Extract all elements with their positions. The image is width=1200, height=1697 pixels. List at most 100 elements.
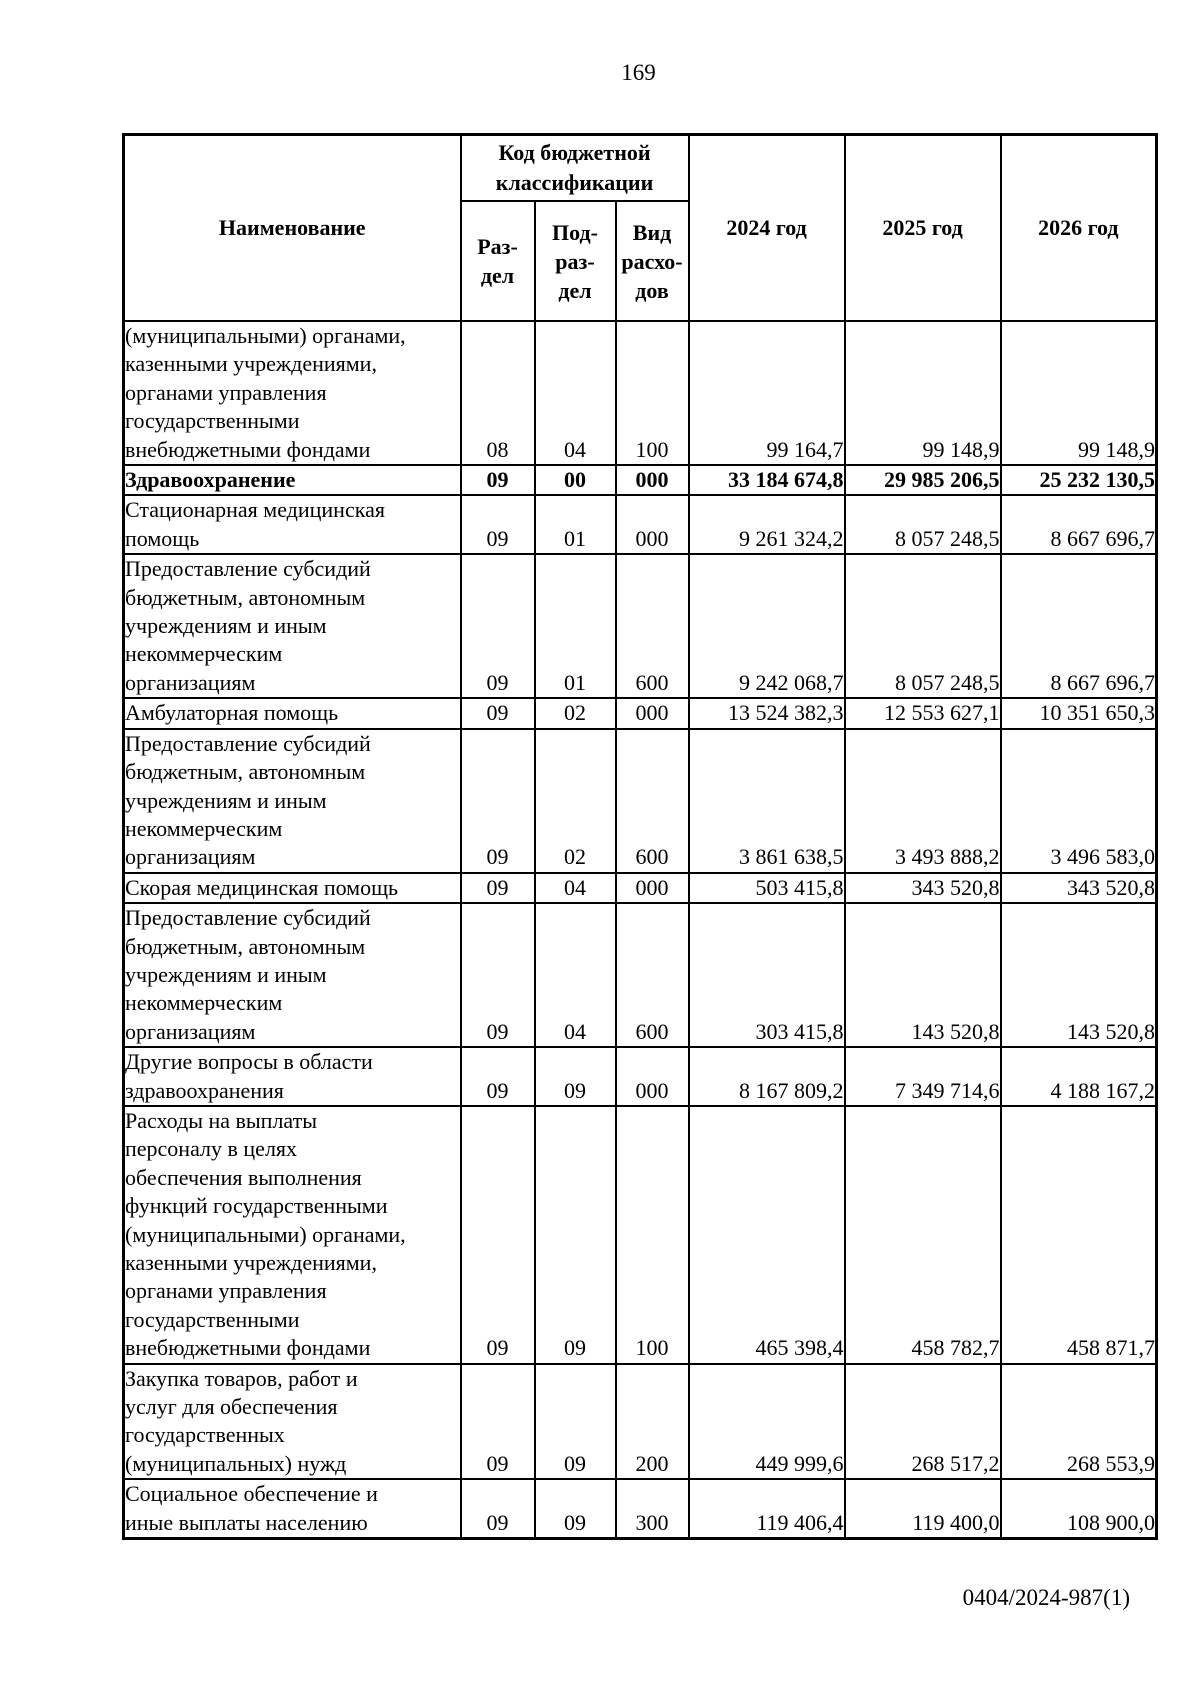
podrazdel-cell: 09 xyxy=(533,1478,617,1540)
budget-table: Наименование Код бюджетной классификации… xyxy=(122,133,1159,1541)
amount-2026-cell: 10 351 650,3 xyxy=(999,697,1158,730)
amount-2026-cell: 343 520,8 xyxy=(999,871,1158,905)
razdel-cell: 08 xyxy=(459,319,536,467)
razdel-cell: 09 xyxy=(459,902,536,1049)
amount-2025-cell: 268 517,2 xyxy=(843,1362,1002,1481)
row-name-cell: Другие вопросы в области здравоохранения xyxy=(122,1046,462,1107)
table-row: Социальное обеспечение и иные выплаты на… xyxy=(122,1478,1158,1540)
table-row: Предоставление субсидий бюджетным, автон… xyxy=(122,727,1158,874)
amount-2025-cell: 29 985 206,5 xyxy=(843,464,1002,497)
table-row: Амбулаторная помощь 09 02 000 13 524 382… xyxy=(122,697,1158,730)
table-header: Наименование Код бюджетной классификации… xyxy=(122,133,1158,322)
vid-cell: 300 xyxy=(614,1478,690,1540)
podrazdel-cell: 00 xyxy=(533,464,617,497)
row-name-cell: Здравоохранение xyxy=(122,464,462,497)
table-row: Стационарная медицинская помощь 09 01 00… xyxy=(122,494,1158,556)
row-name-cell: Амбулаторная помощь xyxy=(122,697,462,730)
amount-2025-cell: 12 553 627,1 xyxy=(843,697,1002,730)
amount-2024-cell: 465 398,4 xyxy=(687,1104,846,1365)
razdel-cell: 09 xyxy=(459,1104,536,1365)
header-year-2024: 2024 год xyxy=(687,133,846,322)
razdel-cell: 09 xyxy=(459,553,536,700)
razdel-cell: 09 xyxy=(459,697,536,730)
table-row: Расходы на выплаты персоналу в целях обе… xyxy=(122,1104,1158,1365)
amount-2025-cell: 458 782,7 xyxy=(843,1104,1002,1365)
vid-cell: 600 xyxy=(614,727,690,874)
razdel-cell: 09 xyxy=(459,464,536,497)
podrazdel-cell: 04 xyxy=(533,319,617,467)
amount-2025-cell: 343 520,8 xyxy=(843,871,1002,905)
header-row-group: Наименование Код бюджетной классификации… xyxy=(122,133,1158,322)
vid-cell: 000 xyxy=(614,494,690,556)
page-number: 169 xyxy=(621,60,656,85)
podrazdel-cell: 02 xyxy=(533,727,617,874)
row-name-cell: Предоставление субсидий бюджетным, автон… xyxy=(122,902,462,1049)
vid-cell: 000 xyxy=(614,1046,690,1107)
vid-cell: 000 xyxy=(614,464,690,497)
amount-2026-cell: 458 871,7 xyxy=(999,1104,1158,1365)
razdel-cell: 09 xyxy=(459,1362,536,1481)
header-year-2026: 2026 год xyxy=(999,133,1158,322)
podrazdel-cell: 04 xyxy=(533,871,617,905)
amount-2024-cell: 449 999,6 xyxy=(687,1362,846,1481)
row-name-cell: Скорая медицинская помощь xyxy=(122,871,462,905)
amount-2026-cell: 99 148,9 xyxy=(999,319,1158,467)
podrazdel-cell: 01 xyxy=(533,553,617,700)
table-row: Предоставление субсидий бюджетным, автон… xyxy=(122,902,1158,1049)
vid-cell: 100 xyxy=(614,319,690,467)
table-row: (муниципальными) органами, казенными учр… xyxy=(122,319,1158,467)
vid-cell: 000 xyxy=(614,871,690,905)
podrazdel-cell: 01 xyxy=(533,494,617,556)
vid-cell: 200 xyxy=(614,1362,690,1481)
amount-2024-cell: 8 167 809,2 xyxy=(687,1046,846,1107)
row-name-cell: (муниципальными) органами, казенными учр… xyxy=(122,319,462,467)
amount-2025-cell: 3 493 888,2 xyxy=(843,727,1002,874)
header-razdel: Раз- дел xyxy=(459,200,536,322)
amount-2026-cell: 25 232 130,5 xyxy=(999,464,1158,497)
amount-2026-cell: 8 667 696,7 xyxy=(999,553,1158,700)
table-row: Другие вопросы в области здравоохранения… xyxy=(122,1046,1158,1107)
vid-cell: 600 xyxy=(614,553,690,700)
vid-cell: 100 xyxy=(614,1104,690,1365)
row-name-cell: Предоставление субсидий бюджетным, автон… xyxy=(122,727,462,874)
amount-2025-cell: 8 057 248,5 xyxy=(843,494,1002,556)
amount-2024-cell: 303 415,8 xyxy=(687,902,846,1049)
podrazdel-cell: 09 xyxy=(533,1362,617,1481)
amount-2024-cell: 3 861 638,5 xyxy=(687,727,846,874)
header-year-2025: 2025 год xyxy=(843,133,1002,322)
row-name-cell: Расходы на выплаты персоналу в целях обе… xyxy=(122,1104,462,1365)
amount-2024-cell: 99 164,7 xyxy=(687,319,846,467)
razdel-cell: 09 xyxy=(459,871,536,905)
podrazdel-cell: 09 xyxy=(533,1104,617,1365)
amount-2026-cell: 8 667 696,7 xyxy=(999,494,1158,556)
razdel-cell: 09 xyxy=(459,1478,536,1540)
vid-cell: 600 xyxy=(614,902,690,1049)
amount-2024-cell: 9 242 068,7 xyxy=(687,553,846,700)
amount-2024-cell: 503 415,8 xyxy=(687,871,846,905)
table-row: Закупка товаров, работ и услуг для обесп… xyxy=(122,1362,1158,1481)
table-row: Скорая медицинская помощь 09 04 000 503 … xyxy=(122,871,1158,905)
razdel-cell: 09 xyxy=(459,727,536,874)
document-reference: 0404/2024-987(1) xyxy=(962,1585,1130,1610)
amount-2026-cell: 143 520,8 xyxy=(999,902,1158,1049)
amount-2025-cell: 7 349 714,6 xyxy=(843,1046,1002,1107)
row-name-cell: Закупка товаров, работ и услуг для обесп… xyxy=(122,1362,462,1481)
amount-2026-cell: 268 553,9 xyxy=(999,1362,1158,1481)
amount-2024-cell: 9 261 324,2 xyxy=(687,494,846,556)
razdel-cell: 09 xyxy=(459,494,536,556)
amount-2024-cell: 33 184 674,8 xyxy=(687,464,846,497)
amount-2025-cell: 8 057 248,5 xyxy=(843,553,1002,700)
amount-2025-cell: 119 400,0 xyxy=(843,1478,1002,1540)
header-vid: Вид расхо- дов xyxy=(614,200,690,322)
podrazdel-cell: 04 xyxy=(533,902,617,1049)
row-name-cell: Предоставление субсидий бюджетным, автон… xyxy=(122,553,462,700)
amount-2025-cell: 143 520,8 xyxy=(843,902,1002,1049)
amount-2026-cell: 4 188 167,2 xyxy=(999,1046,1158,1107)
table-body: (муниципальными) органами, казенными учр… xyxy=(122,319,1158,1540)
row-name-cell: Социальное обеспечение и иные выплаты на… xyxy=(122,1478,462,1540)
vid-cell: 000 xyxy=(614,697,690,730)
amount-2024-cell: 119 406,4 xyxy=(687,1478,846,1540)
razdel-cell: 09 xyxy=(459,1046,536,1107)
header-name: Наименование xyxy=(122,133,462,322)
